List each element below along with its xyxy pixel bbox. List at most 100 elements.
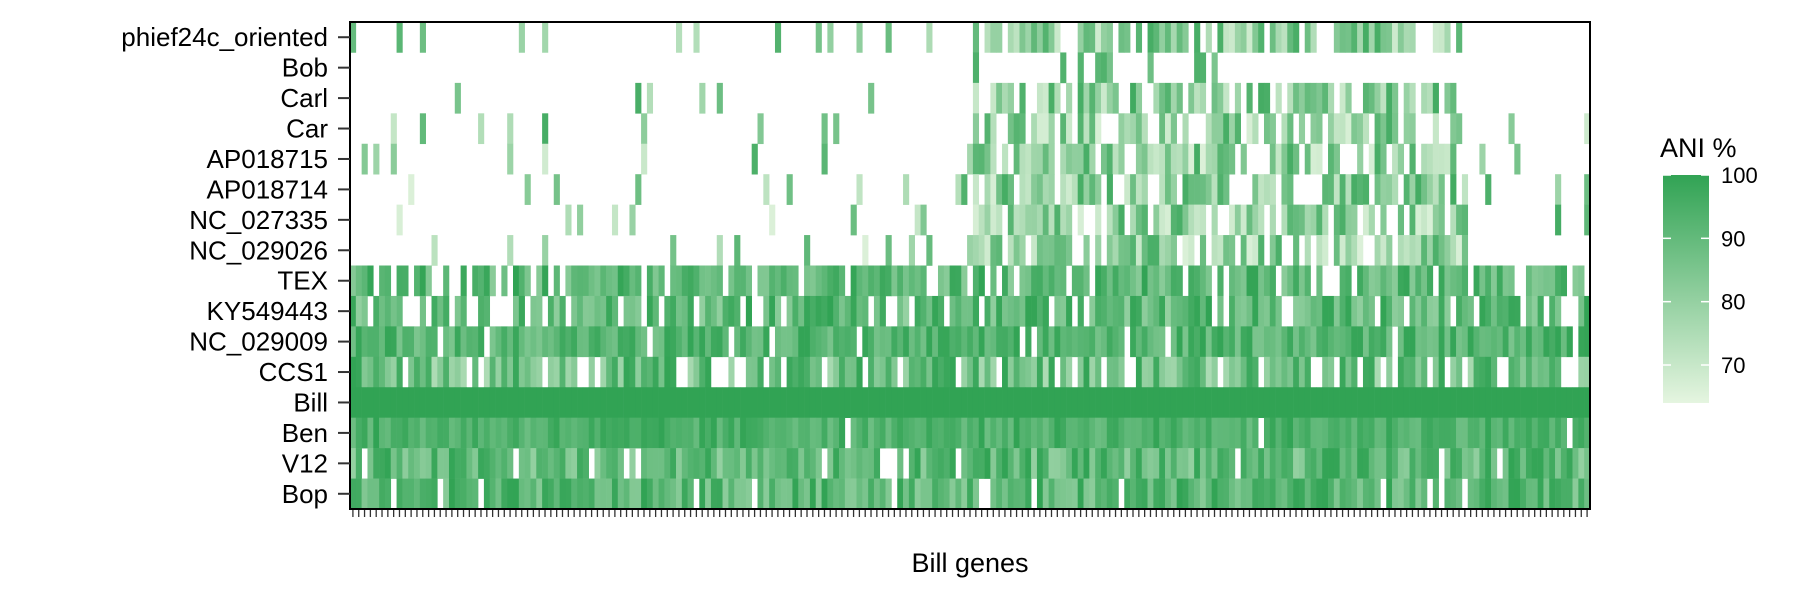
heatmap-cell [769,478,776,510]
heatmap-cell [1176,295,1183,327]
heatmap-cell [1584,478,1591,510]
heatmap-cell [1019,22,1026,53]
heatmap-cell [635,417,642,449]
heatmap-cell [1438,143,1445,175]
heatmap-cell [1077,326,1084,358]
heatmap-cell [1362,387,1370,418]
heatmap-cell [1543,417,1550,449]
heatmap-cell [414,448,421,479]
heatmap-cell [1275,326,1282,358]
heatmap-cell [740,417,747,449]
heatmap-cell [1333,417,1340,449]
heatmap-cell [920,417,927,449]
heatmap-cell [1281,265,1288,297]
heatmap-cell [1386,174,1393,205]
heatmap-cell [588,295,595,327]
heatmap-cell [658,326,665,358]
heatmap-cell [1159,265,1166,297]
heatmap-cell [1392,417,1399,449]
heatmap-cell [513,387,520,418]
heatmap-cell [792,295,799,327]
heatmap-cell [367,417,374,449]
heatmap-cell [448,387,456,418]
heatmap-cell [623,326,630,358]
heatmap-cell [1450,143,1457,175]
heatmap-cell [553,478,560,510]
heatmap-cell [1025,417,1032,449]
heatmap-cell [769,448,776,479]
heatmap-cell [978,265,985,297]
heatmap-cell [1060,113,1067,145]
heatmap-cell [961,295,968,327]
heatmap-cell [705,387,712,418]
heatmap-cell [914,326,921,358]
heatmap-cell [658,478,665,510]
heatmap-cell [897,295,904,327]
heatmap-cell [1165,387,1172,418]
heatmap-cell [402,478,409,510]
heatmap-cell [600,295,607,327]
heatmap-cell [1141,143,1148,175]
heatmap-cell [1374,82,1381,114]
heatmap-cell [1269,174,1276,205]
heatmap-cell [798,295,805,327]
heatmap-cell [1415,174,1422,205]
heatmap-cell [1310,295,1317,327]
heatmap-cell [1432,356,1439,388]
heatmap-cell [1403,356,1410,388]
heatmap-cell [1007,387,1014,418]
heatmap-cell [1060,387,1067,418]
heatmap-cell [1380,82,1387,114]
heatmap-cell [1374,448,1381,479]
heatmap-cell [1269,326,1276,358]
heatmap-cell [536,448,543,479]
heatmap-cell [1584,295,1591,327]
heatmap-cell [1281,326,1288,358]
heatmap-cell [972,143,980,175]
heatmap-cell [856,295,863,327]
heatmap-cell [908,448,915,479]
heatmap-cell [1304,478,1311,510]
heatmap-cell [577,204,584,236]
heatmap-cell [559,417,566,449]
heatmap-cell [1246,204,1253,236]
heatmap-cell [769,387,776,418]
heatmap-cell [606,265,613,297]
heatmap-cell [1118,417,1125,449]
heatmap-cell [1421,204,1428,236]
heatmap-cell [1362,113,1370,145]
heatmap-cell [1269,417,1276,449]
heatmap-cell [629,387,636,418]
heatmap-cell [1147,265,1154,297]
heatmap-cell [716,265,723,297]
heatmap-cell [390,113,397,145]
heatmap-cell [937,417,945,449]
heatmap-cell [687,478,694,510]
heatmap-cell [751,448,758,479]
heatmap-cell [367,265,374,297]
heatmap-cell [1537,417,1544,449]
heatmap-cell [821,295,828,327]
heatmap-cell [437,448,444,479]
heatmap-cell [1298,113,1306,145]
heatmap-cell [408,417,415,449]
heatmap-cell [1491,326,1498,358]
heatmap-cell [1362,326,1370,358]
legend-title: ANI % [1660,133,1737,163]
heatmap-cell [1060,478,1067,510]
heatmap-cell [1042,387,1049,418]
heatmap-cell [1351,448,1358,479]
heatmap-cell [681,387,688,418]
heatmap-cell [1328,387,1335,418]
heatmap-cell [454,448,461,479]
heatmap-cell [1106,235,1113,266]
heatmap-cell [763,326,770,358]
heatmap-cell [978,417,985,449]
heatmap-cell [1293,478,1300,510]
heatmap-cell [1310,417,1317,449]
heatmap-cell [1461,204,1469,236]
heatmap-cell [1432,326,1439,358]
heatmap-cell [1077,265,1084,297]
heatmap-cell [1293,326,1300,358]
